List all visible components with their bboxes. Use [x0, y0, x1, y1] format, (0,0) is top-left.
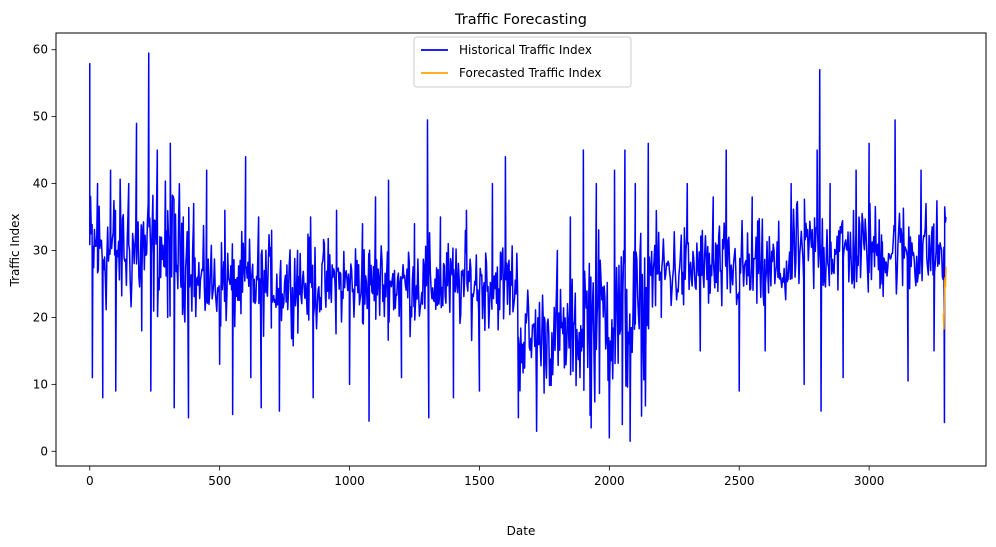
series-line-forecast: [942, 266, 947, 330]
x-tick-label: 2000: [594, 474, 625, 488]
y-tick-label: 10: [33, 377, 48, 391]
y-tick-label: 40: [33, 177, 48, 191]
y-axis-label: Traffic Index: [8, 214, 22, 288]
series-layer: [89, 52, 947, 442]
x-tick-label: 500: [208, 474, 231, 488]
x-tick-label: 1500: [464, 474, 495, 488]
chart-title: Traffic Forecasting: [454, 12, 587, 28]
legend: Historical Traffic Index Forecasted Traf…: [413, 36, 632, 88]
x-tick-label: 1000: [334, 474, 365, 488]
axes-layer: 0 500 1000 1500 2000 2500 3000 0 10 20 30 40 50 60: [33, 43, 885, 488]
y-tick-label: 30: [33, 244, 48, 258]
x-axis-label: Date: [507, 524, 536, 538]
y-tick-label: 0: [40, 444, 48, 458]
x-tick-label: 3000: [854, 474, 885, 488]
x-tick-label: 0: [86, 474, 94, 488]
plot-border: [55, 32, 987, 467]
legend-label-forecast: Forecasted Traffic Index: [459, 66, 602, 80]
y-tick-label: 50: [33, 110, 48, 124]
series-line-historical: [89, 52, 947, 442]
y-tick-label: 60: [33, 43, 48, 57]
legend-frame: [413, 36, 632, 88]
legend-label-historical: Historical Traffic Index: [459, 43, 592, 57]
x-tick-label: 2500: [724, 474, 755, 488]
y-tick-label: 20: [33, 310, 48, 324]
